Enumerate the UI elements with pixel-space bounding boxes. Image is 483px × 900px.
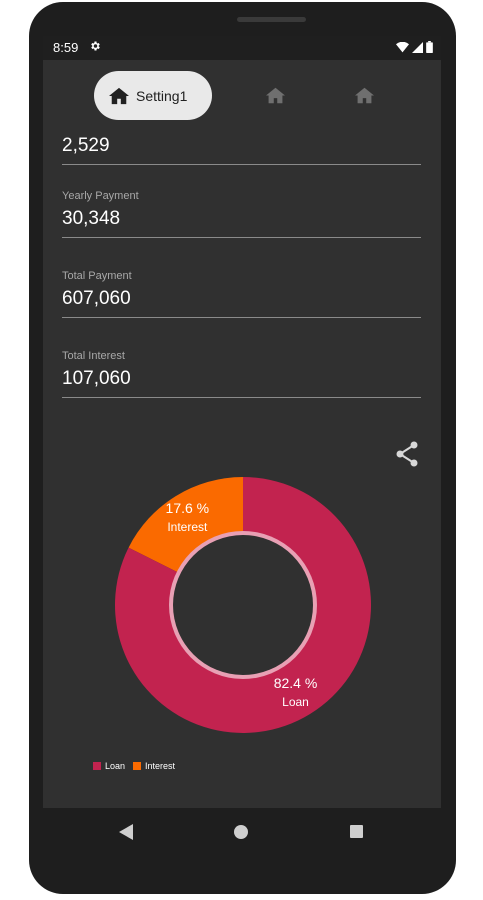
legend-item-loan: Loan xyxy=(93,761,125,771)
pie-label-percent-loan: 82.4 % xyxy=(274,675,318,691)
pie-label-percent-interest: 17.6 % xyxy=(166,500,210,516)
home-icon xyxy=(354,86,375,105)
total-payment-field: Total Payment 607,060 xyxy=(62,270,421,318)
status-icons xyxy=(396,40,433,58)
field-divider xyxy=(62,317,421,318)
app-screen: 8:59 Setting1 xyxy=(43,36,441,808)
yearly-payment-value: 30,348 xyxy=(62,208,121,229)
tab-home-3[interactable] xyxy=(354,86,375,110)
legend-label-loan: Loan xyxy=(105,761,126,771)
battery-icon xyxy=(426,40,433,58)
field-divider xyxy=(62,164,421,165)
pie-hole xyxy=(173,535,313,675)
home-icon xyxy=(108,86,130,106)
settings-gear-icon xyxy=(89,40,101,55)
signal-icon xyxy=(412,40,423,58)
phone-speaker xyxy=(237,17,306,22)
monthly-payment-field: 2,529 xyxy=(62,135,421,165)
nav-recents-button[interactable] xyxy=(350,825,363,838)
total-interest-value: 107,060 xyxy=(62,368,131,389)
loan-pie-chart: 17.6 % Interest 82.4 % Loan xyxy=(114,477,371,733)
tab-home-2[interactable] xyxy=(265,86,286,110)
navigation-bar xyxy=(43,808,441,856)
home-icon xyxy=(265,86,286,105)
pie-label-name-interest: Interest xyxy=(167,520,208,534)
share-icon xyxy=(395,441,419,471)
nav-home-button[interactable] xyxy=(234,825,248,839)
status-bar: 8:59 xyxy=(43,36,441,60)
pie-label-name-loan: Loan xyxy=(282,695,309,709)
total-payment-value: 607,060 xyxy=(62,288,131,309)
total-payment-label: Total Payment xyxy=(62,270,132,282)
yearly-payment-field: Yearly Payment 30,348 xyxy=(62,190,421,238)
legend-label-interest: Interest xyxy=(145,761,176,771)
chart-legend: Loan Interest xyxy=(93,761,183,771)
status-time: 8:59 xyxy=(53,40,79,55)
legend-swatch-interest xyxy=(133,762,142,770)
wifi-icon xyxy=(396,40,409,58)
total-interest-label: Total Interest xyxy=(62,350,125,362)
tab-setting1[interactable]: Setting1 xyxy=(94,71,212,120)
field-divider xyxy=(62,237,421,238)
legend-item-interest: Interest xyxy=(133,761,175,771)
total-interest-field: Total Interest 107,060 xyxy=(62,350,421,398)
nav-back-button[interactable] xyxy=(119,824,133,845)
share-button[interactable] xyxy=(395,441,419,472)
monthly-payment-value: 2,529 xyxy=(62,135,110,156)
tab-bar: Setting1 xyxy=(43,60,441,132)
legend-swatch-loan xyxy=(93,762,101,770)
tab-label: Setting1 xyxy=(136,87,188,104)
yearly-payment-label: Yearly Payment xyxy=(62,190,139,202)
field-divider xyxy=(62,397,421,398)
